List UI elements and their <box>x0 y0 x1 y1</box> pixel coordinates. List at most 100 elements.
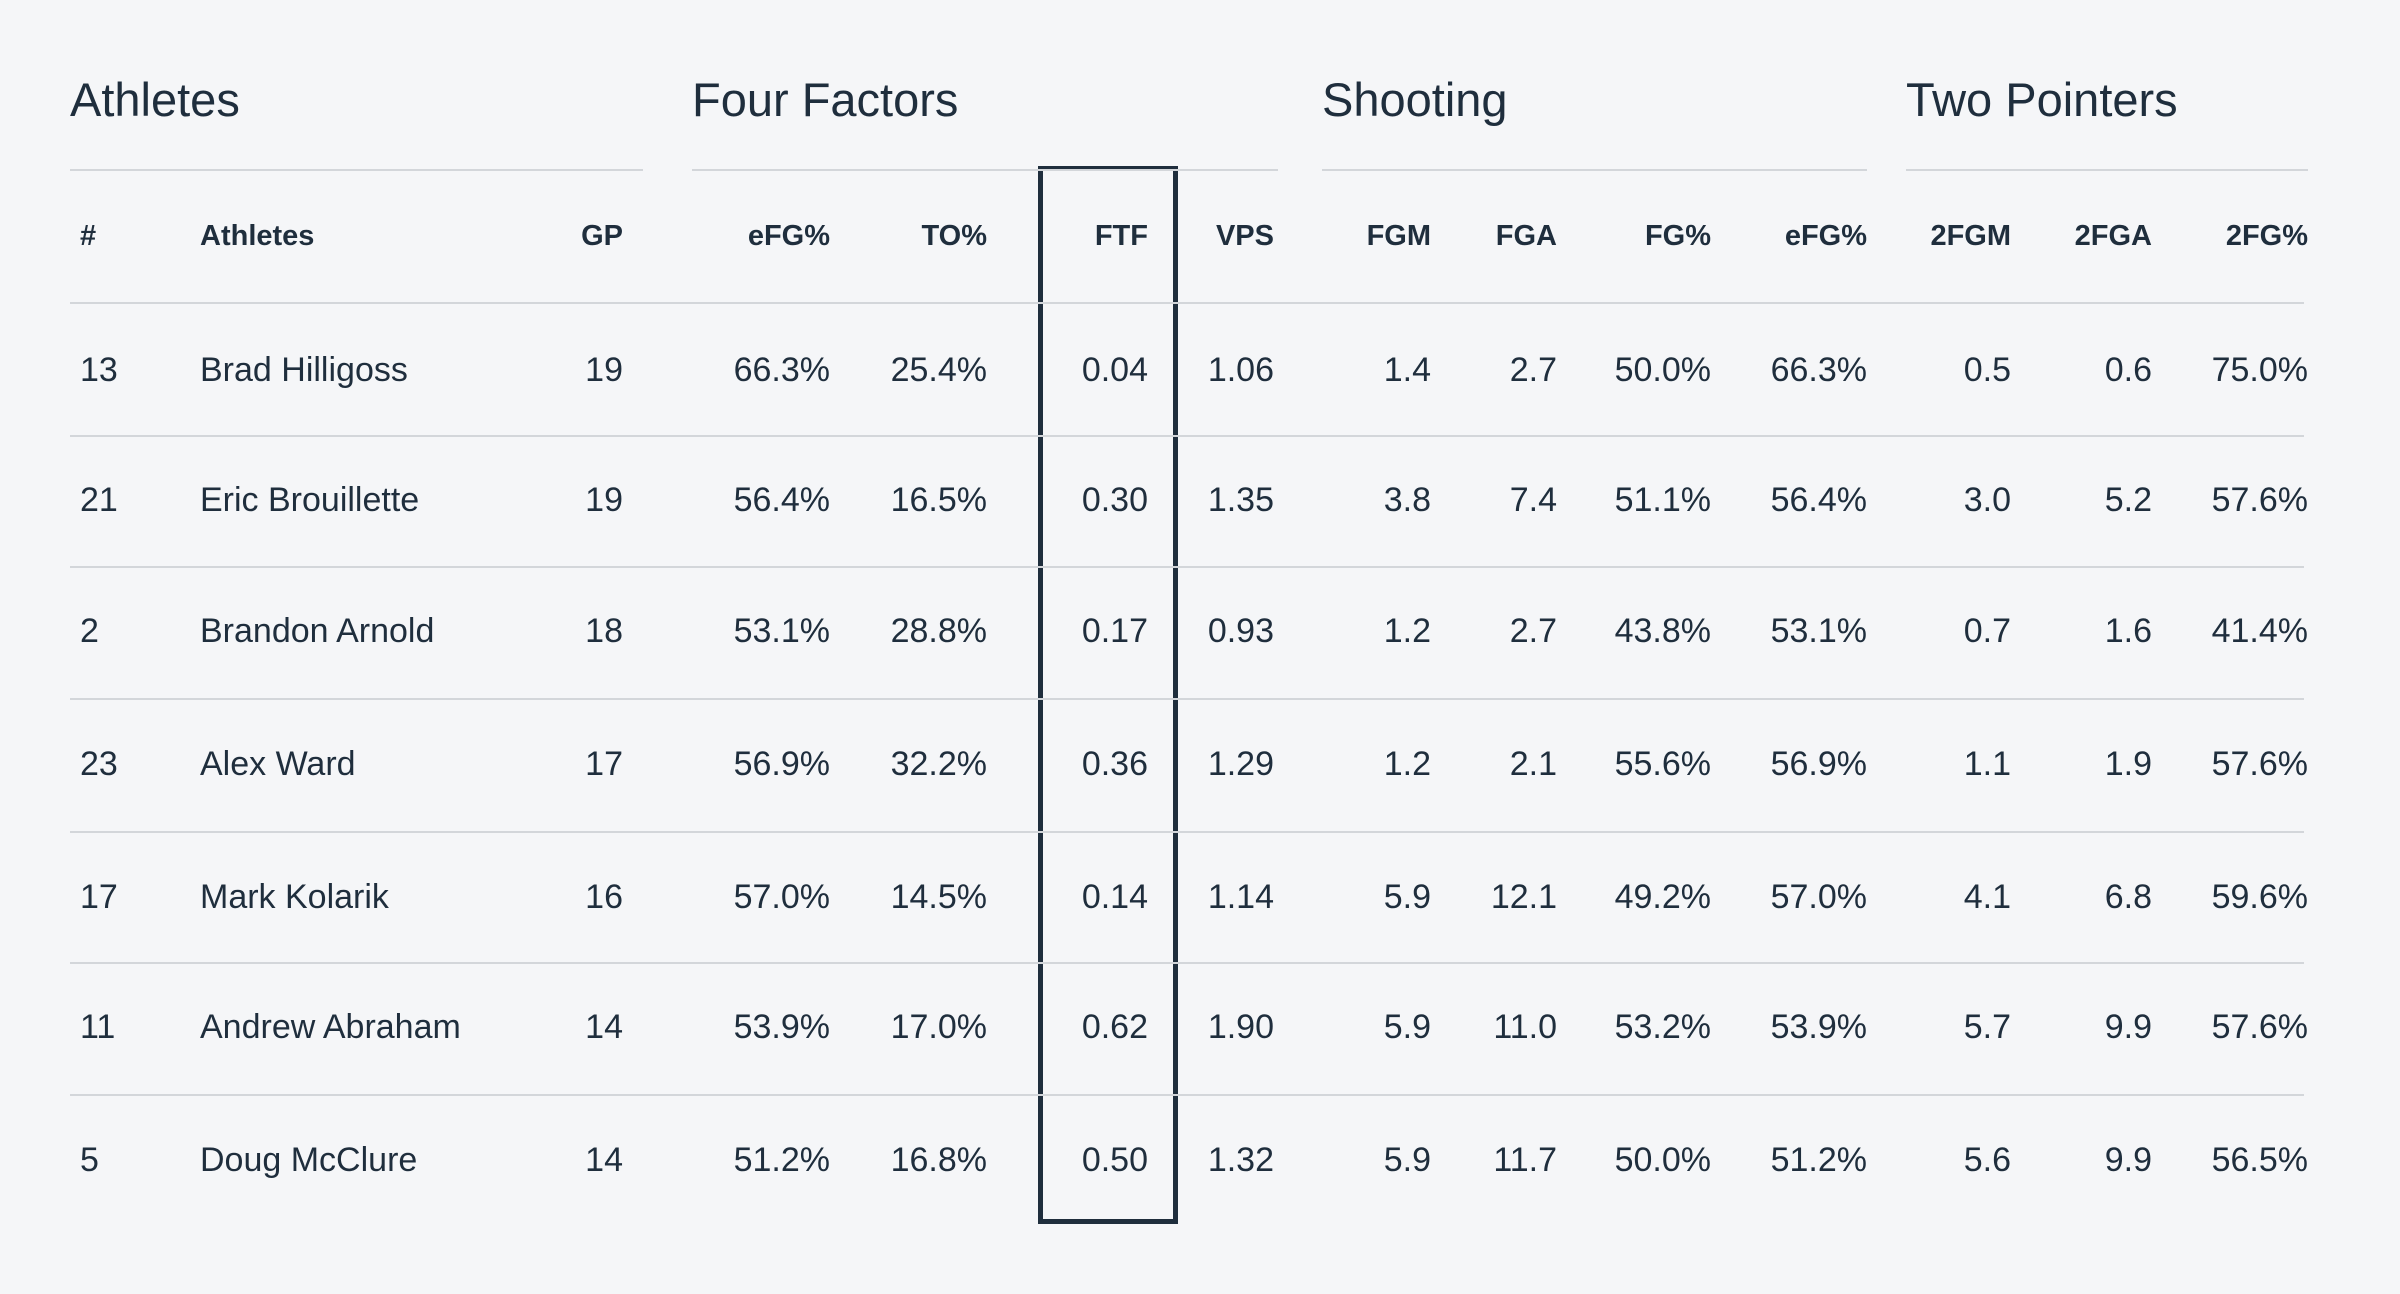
table-cell: 53.9% <box>733 1008 830 1046</box>
group-underline <box>70 169 643 171</box>
table-cell: 41.4% <box>2211 612 2308 650</box>
group-title: Shooting <box>1322 73 1508 126</box>
table-cell: 14.5% <box>890 878 987 916</box>
group-title: Four Factors <box>692 73 959 126</box>
table-cell: 1.35 <box>1207 481 1274 519</box>
column-header: FTF <box>1094 220 1148 252</box>
table-cell: 55.6% <box>1614 745 1711 783</box>
table-cell: 5.7 <box>1963 1008 2011 1046</box>
table-cell: 17 <box>585 745 623 783</box>
table-cell: 9.9 <box>2104 1008 2152 1046</box>
table-cell: 57.6% <box>2211 481 2308 519</box>
table-cell: 57.0% <box>1770 878 1867 916</box>
table-cell: 53.1% <box>733 612 830 650</box>
table-cell: 49.2% <box>1614 878 1711 916</box>
group-title: Athletes <box>70 73 240 126</box>
highlight-column <box>1038 166 1178 1224</box>
table-cell: 4.1 <box>1963 878 2011 916</box>
table-cell: 23 <box>80 745 118 783</box>
row-divider <box>70 435 2304 437</box>
column-header: 2FGA <box>2074 220 2152 252</box>
table-cell: 0.04 <box>1081 351 1148 389</box>
table-cell: 1.9 <box>2104 745 2152 783</box>
table-cell: 12.1 <box>1490 878 1557 916</box>
table-cell: 0.5 <box>1963 351 2011 389</box>
table-cell: 1.32 <box>1207 1141 1274 1179</box>
table-cell: 16.5% <box>890 481 987 519</box>
table-cell: 56.4% <box>733 481 830 519</box>
table-cell: 9.9 <box>2104 1141 2152 1179</box>
table-cell: 50.0% <box>1614 351 1711 389</box>
table-cell: 57.6% <box>2211 1008 2308 1046</box>
column-header: FG% <box>1644 220 1711 252</box>
column-header: eFG% <box>747 220 830 252</box>
table-cell: 13 <box>80 351 118 389</box>
row-divider <box>70 697 2304 700</box>
group-underline <box>692 169 1278 171</box>
table-cell: 59.6% <box>2211 878 2308 916</box>
table-cell: 28.8% <box>890 612 987 650</box>
table-cell: 18 <box>585 612 623 650</box>
column-header: TO% <box>921 220 987 252</box>
table-cell: 56.9% <box>733 745 830 783</box>
table-cell: 17.0% <box>890 1008 987 1046</box>
table-cell: 56.9% <box>1770 745 1867 783</box>
table-cell: 1.14 <box>1207 878 1274 916</box>
table-cell: 2.7 <box>1509 351 1557 389</box>
table-cell: 11 <box>80 1008 116 1046</box>
table-cell: 2.7 <box>1509 612 1557 650</box>
column-header: GP <box>581 220 623 252</box>
table-cell: 56.4% <box>1770 481 1867 519</box>
table-cell: 66.3% <box>733 351 830 389</box>
table-cell: Brad Hilligoss <box>200 351 408 389</box>
table-cell: 0.17 <box>1081 612 1148 650</box>
table-cell: 19 <box>585 351 623 389</box>
table-cell: 21 <box>80 481 118 519</box>
table-cell: 0.7 <box>1963 612 2011 650</box>
table-cell: 0.30 <box>1081 481 1148 519</box>
column-header: eFG% <box>1784 220 1867 252</box>
table-cell: 0.50 <box>1081 1141 1148 1179</box>
table-cell: 3.8 <box>1383 481 1431 519</box>
table-cell: 11.7 <box>1493 1141 1557 1179</box>
table-cell: 7.4 <box>1509 481 1557 519</box>
table-cell: 5.9 <box>1383 1141 1431 1179</box>
column-header: 2FGM <box>1930 220 2011 252</box>
table-cell: 5.9 <box>1383 878 1431 916</box>
table-cell: 5.2 <box>2104 481 2152 519</box>
table-cell: 51.2% <box>733 1141 830 1179</box>
table-cell: 1.4 <box>1383 351 1431 389</box>
table-cell: 53.9% <box>1770 1008 1867 1046</box>
column-header: FGA <box>1495 220 1557 252</box>
table-cell: 16.8% <box>890 1141 987 1179</box>
column-header: 2FG% <box>2225 220 2308 252</box>
table-cell: 57.6% <box>2211 745 2308 783</box>
table-cell: 6.8 <box>2104 878 2152 916</box>
row-divider <box>70 565 2304 568</box>
table-cell: 53.1% <box>1770 612 1867 650</box>
row-divider <box>70 830 2304 833</box>
table-cell: 16 <box>585 878 623 916</box>
table-cell: Doug McClure <box>200 1141 418 1179</box>
table-cell: Brandon Arnold <box>200 612 435 650</box>
table-cell: 0.93 <box>1207 612 1274 650</box>
table-cell: 32.2% <box>890 745 987 783</box>
table-cell: 51.1% <box>1614 481 1711 519</box>
table-cell: 57.0% <box>733 878 830 916</box>
row-divider <box>70 962 2304 964</box>
group-underline <box>1322 169 1867 171</box>
group-title: Two Pointers <box>1906 73 2178 126</box>
table-cell: 66.3% <box>1770 351 1867 389</box>
table-cell: 0.36 <box>1081 745 1148 783</box>
table-cell: 5.9 <box>1383 1008 1431 1046</box>
table-cell: 11.0 <box>1493 1008 1557 1046</box>
table-cell: 5 <box>80 1141 99 1179</box>
table-cell: 19 <box>585 481 623 519</box>
table-cell: 5.6 <box>1963 1141 2011 1179</box>
header-divider <box>70 302 2304 304</box>
column-header: # <box>80 220 97 252</box>
table-cell: 17 <box>80 878 118 916</box>
table-cell: 2 <box>80 612 99 650</box>
table-cell: 14 <box>585 1008 623 1046</box>
